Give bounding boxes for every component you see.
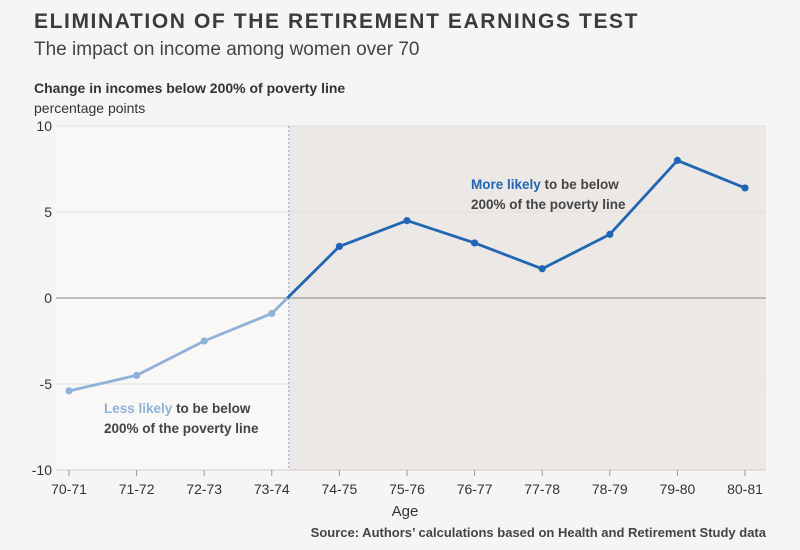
x-tick-label: 78-79	[592, 481, 628, 497]
y-tick-label: 10	[36, 118, 52, 134]
chart-subtitle: The impact on income among women over 70	[34, 39, 420, 60]
x-tick-label: 70-71	[51, 481, 87, 497]
x-tick-label: 74-75	[321, 481, 357, 497]
y-tick-label: -10	[32, 462, 52, 478]
data-point	[65, 387, 73, 395]
x-axis-title: Age	[392, 503, 419, 520]
chart-title: ELIMINATION OF THE RETIREMENT EARNINGS T…	[34, 10, 640, 33]
data-point	[403, 217, 411, 225]
source-note: Source: Authors’ calculations based on H…	[310, 525, 766, 540]
x-tick-label: 73-74	[254, 481, 290, 497]
data-point	[538, 265, 546, 273]
data-point	[268, 309, 276, 318]
x-tick-label: 71-72	[119, 481, 155, 497]
series-line-more-likely	[286, 158, 746, 299]
annotation-less-likely-line2: 200% of the poverty line	[104, 421, 259, 436]
data-point	[471, 239, 479, 247]
y-tick-label: 0	[44, 290, 52, 306]
data-point	[673, 156, 682, 164]
y-axis-unit: percentage points	[34, 100, 146, 116]
x-tick-label: 80-81	[727, 481, 763, 497]
y-axis-title: Change in incomes below 200% of poverty …	[34, 80, 346, 96]
x-tick-label: 75-76	[389, 481, 425, 497]
annotation-more-likely-line1: More likely to be below	[471, 177, 619, 192]
y-tick-label: 5	[44, 204, 52, 220]
data-point	[200, 337, 208, 345]
y-tick-label: -5	[40, 376, 53, 392]
x-tick-label: 72-73	[186, 481, 222, 497]
annotation-less-likely-line1: Less likely to be below	[104, 401, 251, 416]
data-point	[133, 371, 141, 379]
x-tick-label: 76-77	[457, 481, 493, 497]
x-tick-label: 79-80	[659, 481, 695, 497]
data-point	[606, 230, 614, 238]
data-point	[741, 184, 749, 192]
x-tick-label: 77-78	[524, 481, 560, 497]
annotation-more-likely-line2: 200% of the poverty line	[471, 197, 626, 212]
data-point	[335, 242, 343, 250]
